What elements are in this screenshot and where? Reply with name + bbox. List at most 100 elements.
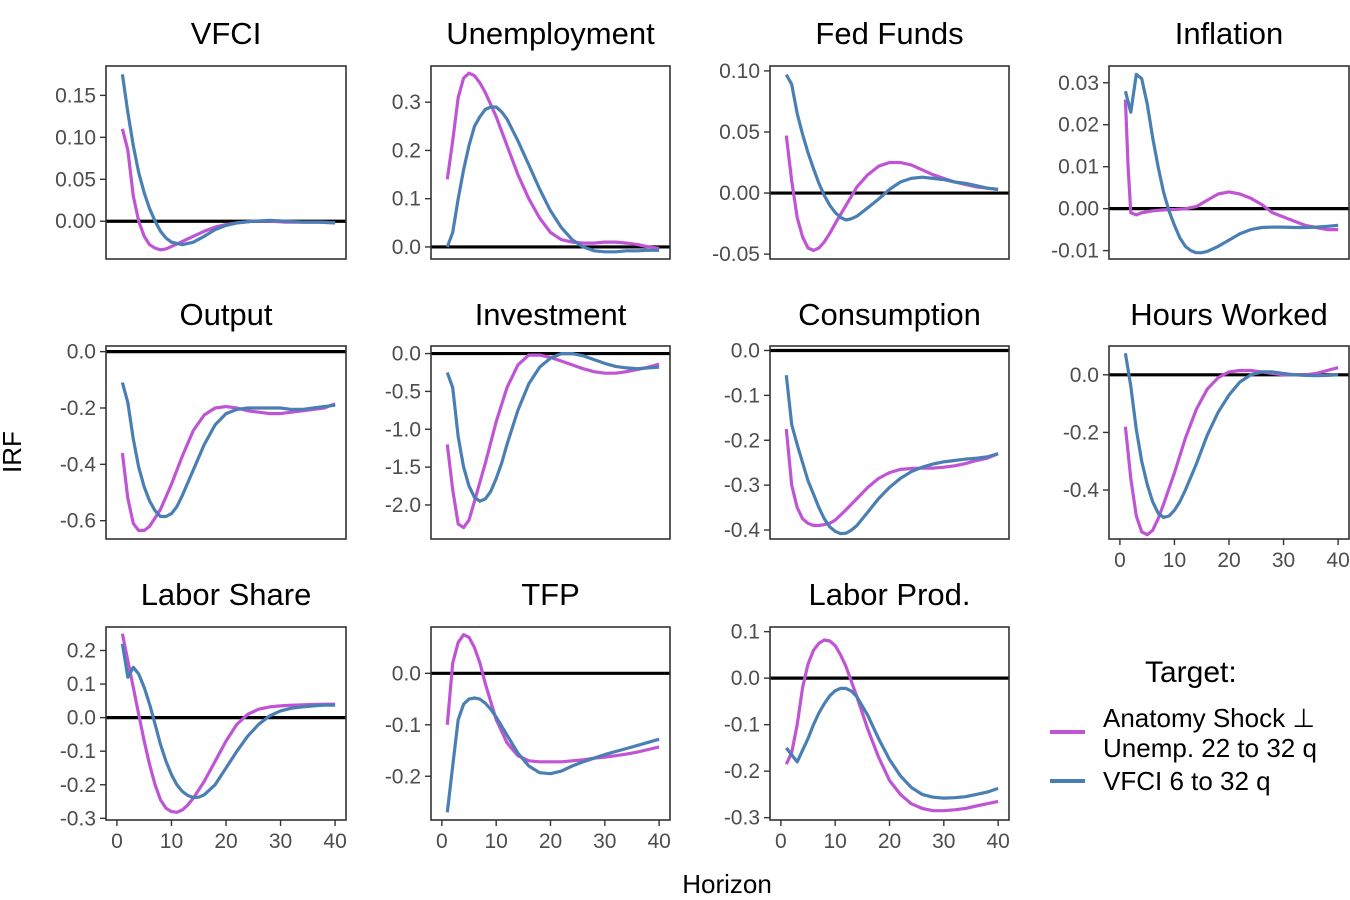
panel-border: [1108, 65, 1350, 260]
y-tick-label: -0.4: [1063, 479, 1100, 502]
y-tick-label: 0.10: [55, 126, 96, 149]
x-tick-label: 30: [269, 830, 292, 853]
y-tick-label: 0.02: [1058, 114, 1099, 137]
panel-border: [105, 626, 347, 821]
series-line-anatomy-shock: [445, 633, 660, 764]
y-tick-label: 0.0: [1070, 364, 1099, 387]
y-tick-label: -0.2: [724, 760, 760, 783]
panel-border: [769, 626, 1010, 821]
y-tick-label: -0.3: [724, 474, 760, 497]
panel-output: Output -0.6 -0.4 -0.2 0.0: [60, 297, 347, 540]
panel-title-vfci: VFCI: [191, 16, 262, 51]
x-tick-label: 20: [214, 830, 237, 853]
y-tick-label: -0.6: [60, 510, 96, 533]
y-tick-label: -0.3: [60, 807, 96, 830]
series-line-vfci: [445, 352, 660, 503]
y-tick-label: -0.3: [724, 807, 760, 830]
panel-border: [430, 65, 671, 260]
y-tick-label: 0.05: [55, 168, 96, 191]
panel-grid: VFCI0.000.050.100.15Unemployment0.00.10.…: [55, 16, 1350, 853]
y-tick-label: 0.1: [731, 621, 760, 644]
y-tick-label: 0.1: [67, 673, 96, 696]
y-axis-title: IRF: [0, 431, 27, 473]
panel-title-investment: Investment: [475, 297, 627, 332]
x-tick-label: 30: [593, 830, 616, 853]
series-line-vfci: [784, 375, 999, 536]
series-line-vfci: [120, 382, 336, 519]
y-tick-label: 0.03: [1058, 72, 1099, 95]
x-tick-label: 20: [878, 830, 901, 853]
series-line-vfci: [1123, 352, 1339, 519]
legend: Target: Anatomy Shock ⊥ Unemp. 22 to 32 …: [1050, 656, 1317, 796]
series-line-anatomy-shock: [784, 638, 999, 813]
panel-title-hours-worked: Hours Worked: [1130, 297, 1328, 332]
y-tick-label: 0.0: [67, 341, 96, 364]
y-tick-label: 0.2: [392, 139, 421, 162]
y-tick-label: -0.1: [724, 714, 760, 737]
series-line-anatomy-shock: [445, 353, 660, 530]
series-line-anatomy-shock: [784, 428, 999, 528]
panel-border: [430, 626, 671, 821]
panel-border: [430, 345, 671, 540]
panel-title-labor-prod: Labor Prod.: [809, 577, 971, 612]
panel-title-output: Output: [179, 297, 272, 332]
series-line-anatomy-shock: [1123, 99, 1339, 232]
y-tick-label: 0.1: [392, 188, 421, 211]
y-tick-label: -0.2: [385, 765, 421, 788]
panel-title-labor-share: Labor Share: [141, 577, 312, 612]
x-tick-label: 10: [1163, 549, 1186, 572]
series-line-vfci: [784, 73, 999, 222]
panel-title-inflation: Inflation: [1175, 16, 1284, 51]
y-tick-label: 0.0: [731, 667, 760, 690]
y-tick-label: 0.3: [392, 91, 421, 114]
y-tick-label: 0.2: [67, 639, 96, 662]
panel-labor-prod: Labor Prod. -0.3 -0.2 -0.1 0.0 0.1 0 10 20 30 40: [724, 577, 1010, 853]
y-tick-label: -0.01: [1051, 240, 1099, 263]
panel-fed-funds: Fed Funds -0.05 0.00 0.05 0.10: [712, 16, 1010, 266]
panel-title-consumption: Consumption: [798, 297, 981, 332]
series-line-vfci: [120, 643, 336, 800]
y-tick-label: -0.5: [385, 380, 421, 403]
x-tick-label: 0: [436, 830, 448, 853]
y-tick-label: 0.0: [392, 662, 421, 685]
y-tick-label: -0.4: [60, 453, 97, 476]
panel-investment: Investment -2.0 -1.5 -1.0 -0.5 0.0: [385, 297, 671, 540]
y-tick-label: -1.5: [385, 456, 421, 479]
y-tick-label: -0.1: [60, 740, 96, 763]
y-tick-label: -0.2: [60, 774, 96, 797]
series-line-anatomy-shock: [120, 402, 336, 533]
y-tick-label: 0.15: [55, 84, 96, 107]
series-line-anatomy-shock: [445, 71, 660, 250]
y-tick-label: 0.00: [1058, 198, 1099, 221]
panel-consumption: Consumption -0.4 -0.3 -0.2 -0.1 0.0: [724, 297, 1010, 542]
series-line-anatomy-shock: [120, 128, 336, 252]
x-tick-label: 10: [160, 830, 183, 853]
x-tick-label: 20: [1217, 549, 1240, 572]
panel-border: [769, 65, 1010, 260]
panel-unemployment: Unemployment 0.0 0.1 0.2 0.3: [392, 16, 671, 260]
y-tick-label: -0.2: [60, 397, 96, 420]
legend-label-vfci: VFCI 6 to 32 q: [1103, 766, 1271, 796]
panel-border: [1108, 345, 1350, 540]
x-tick-label: 20: [539, 830, 562, 853]
y-tick-label: 0.10: [719, 60, 760, 83]
series-line-vfci: [120, 74, 336, 247]
y-tick-label: -0.4: [724, 519, 761, 542]
y-tick-label: -0.2: [1063, 421, 1099, 444]
y-tick-label: -0.2: [724, 429, 760, 452]
x-axis-title: Horizon: [682, 869, 772, 899]
panel-tfp: TFP -0.2 -0.1 0.0 0 10 20 30 40: [385, 577, 671, 853]
series-line-vfci: [785, 686, 999, 800]
y-tick-label: 0.0: [392, 236, 421, 259]
legend-title: Target:: [1145, 656, 1237, 689]
series-line-vfci: [1123, 72, 1339, 255]
series-line-vfci: [445, 696, 660, 813]
x-tick-label: 40: [986, 830, 1009, 853]
y-tick-label: 0.00: [55, 210, 96, 233]
x-tick-label: 30: [932, 830, 955, 853]
y-tick-label: -0.1: [724, 384, 760, 407]
x-tick-label: 40: [647, 830, 670, 853]
x-tick-label: 30: [1272, 549, 1295, 572]
panel-vfci: VFCI 0.00 0.05 0.10 0.15: [55, 16, 347, 260]
